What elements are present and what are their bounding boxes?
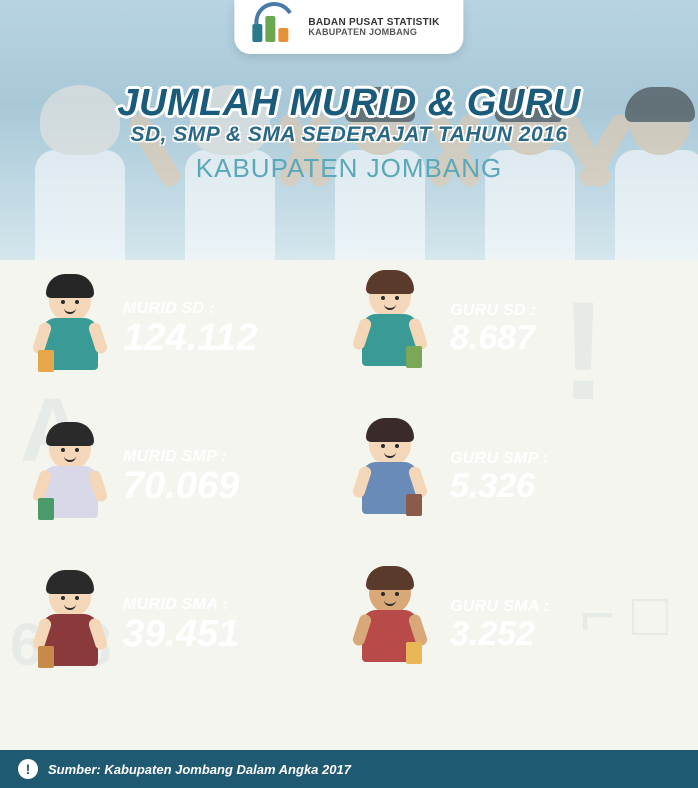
guru-value: 3.252 <box>450 618 549 650</box>
title-location: KABUPATEN JOMBANG <box>0 153 698 184</box>
student-avatar-icon <box>30 280 110 380</box>
rasio-bar: RASIO 12 <box>140 662 490 706</box>
rasio-value: 13 <box>243 520 274 552</box>
rasio-bar: RASIO 13 <box>140 514 490 558</box>
rasio-value: 12 <box>243 668 274 700</box>
source-footer: ! Sumber: Kabupaten Jombang Dalam Angka … <box>0 750 698 788</box>
guru-label: GURU SMP : <box>450 450 548 468</box>
guru-pill: GURU SMP : 5.326 <box>400 438 640 514</box>
teacher-avatar-icon <box>350 424 430 524</box>
murid-value: 39.451 <box>123 616 239 652</box>
murid-label: MURID SD : <box>123 300 258 318</box>
info-icon: ! <box>18 759 38 779</box>
stat-row: MURID SMP : 70.069 GURU SMP : 5.326 <box>0 438 698 576</box>
stat-row: MURID SMA : 39.451 GURU SMA : 3.252 <box>0 586 698 724</box>
stats-content: 6+8 ! ⌐ □ A MURID SD : 124.112 <box>0 260 698 750</box>
rasio-label: RASIO <box>182 675 233 693</box>
murid-label: MURID SMP : <box>123 448 239 466</box>
guru-label: GURU SMA : <box>450 598 549 616</box>
badge-line1: BADAN PUSAT STATISTIK <box>308 17 439 28</box>
murid-value: 124.112 <box>123 320 258 356</box>
guru-value: 5.326 <box>450 470 548 502</box>
rasio-bar: RASIO 14 <box>140 366 490 410</box>
hero-banner: BADAN PUSAT STATISTIK KABUPATEN JOMBANG … <box>0 0 698 260</box>
murid-pill: MURID SD : 124.112 <box>75 290 355 366</box>
guru-pill: GURU SD : 8.687 <box>400 290 640 366</box>
teacher-avatar-icon <box>350 276 430 376</box>
title-sub: SD, SMP & SMA SEDERAJAT TAHUN 2016 <box>0 123 698 147</box>
guru-label: GURU SD : <box>450 302 536 320</box>
guru-value: 8.687 <box>450 322 536 354</box>
badge-line2: KABUPATEN JOMBANG <box>308 28 439 38</box>
stat-row: MURID SD : 124.112 GURU SD : 8.687 R <box>0 290 698 428</box>
student-avatar-icon <box>30 576 110 676</box>
murid-pill: MURID SMA : 39.451 <box>75 586 355 662</box>
rasio-value: 14 <box>243 372 274 404</box>
rasio-label: RASIO <box>182 379 233 397</box>
bps-logo-icon <box>252 12 296 42</box>
murid-label: MURID SMA : <box>123 596 239 614</box>
murid-value: 70.069 <box>123 468 239 504</box>
teacher-avatar-icon <box>350 572 430 672</box>
rasio-label: RASIO <box>182 527 233 545</box>
guru-pill: GURU SMA : 3.252 <box>400 586 640 662</box>
source-text: Sumber: Kabupaten Jombang Dalam Angka 20… <box>48 762 351 777</box>
murid-pill: MURID SMP : 70.069 <box>75 438 355 514</box>
title-main: JUMLAH MURID & GURU <box>0 82 698 125</box>
org-badge: BADAN PUSAT STATISTIK KABUPATEN JOMBANG <box>234 0 463 54</box>
title-block: JUMLAH MURID & GURU SD, SMP & SMA SEDERA… <box>0 82 698 184</box>
student-avatar-icon <box>30 428 110 528</box>
